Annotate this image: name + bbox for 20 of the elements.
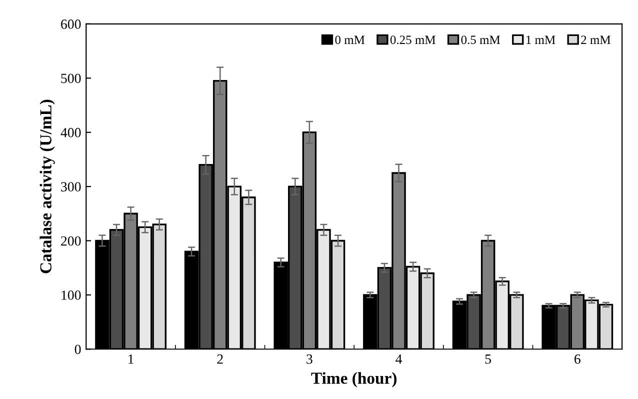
x-axis-title: Time (hour) xyxy=(311,372,396,388)
y-tick-label: 100 xyxy=(62,290,81,300)
y-axis-title: Catalase activity (U/mL) xyxy=(40,100,55,274)
y-tick-label: 600 xyxy=(61,20,81,29)
y-tick-label: 400 xyxy=(60,128,81,138)
y-tick-label: 300 xyxy=(61,182,81,192)
x-tick-label: 4 xyxy=(396,354,402,364)
x-tick-label: 2 xyxy=(217,354,223,364)
y-tick-label: 500 xyxy=(61,74,81,84)
y-tick-label: 200 xyxy=(61,236,81,246)
y-tick-label: 0 xyxy=(74,344,81,354)
legend-label: 2 mM xyxy=(581,36,610,44)
x-tick-label: 5 xyxy=(485,354,491,364)
x-tick-label: 6 xyxy=(574,354,580,364)
legend-label: 0.25 mM xyxy=(390,36,436,44)
legend-label: 0.5 mM xyxy=(461,36,500,44)
x-tick-label: 1 xyxy=(128,354,134,364)
legend-label: 0 mM xyxy=(335,36,365,44)
legend-label: 1 mM xyxy=(526,36,556,44)
x-tick-label: 3 xyxy=(306,354,312,364)
